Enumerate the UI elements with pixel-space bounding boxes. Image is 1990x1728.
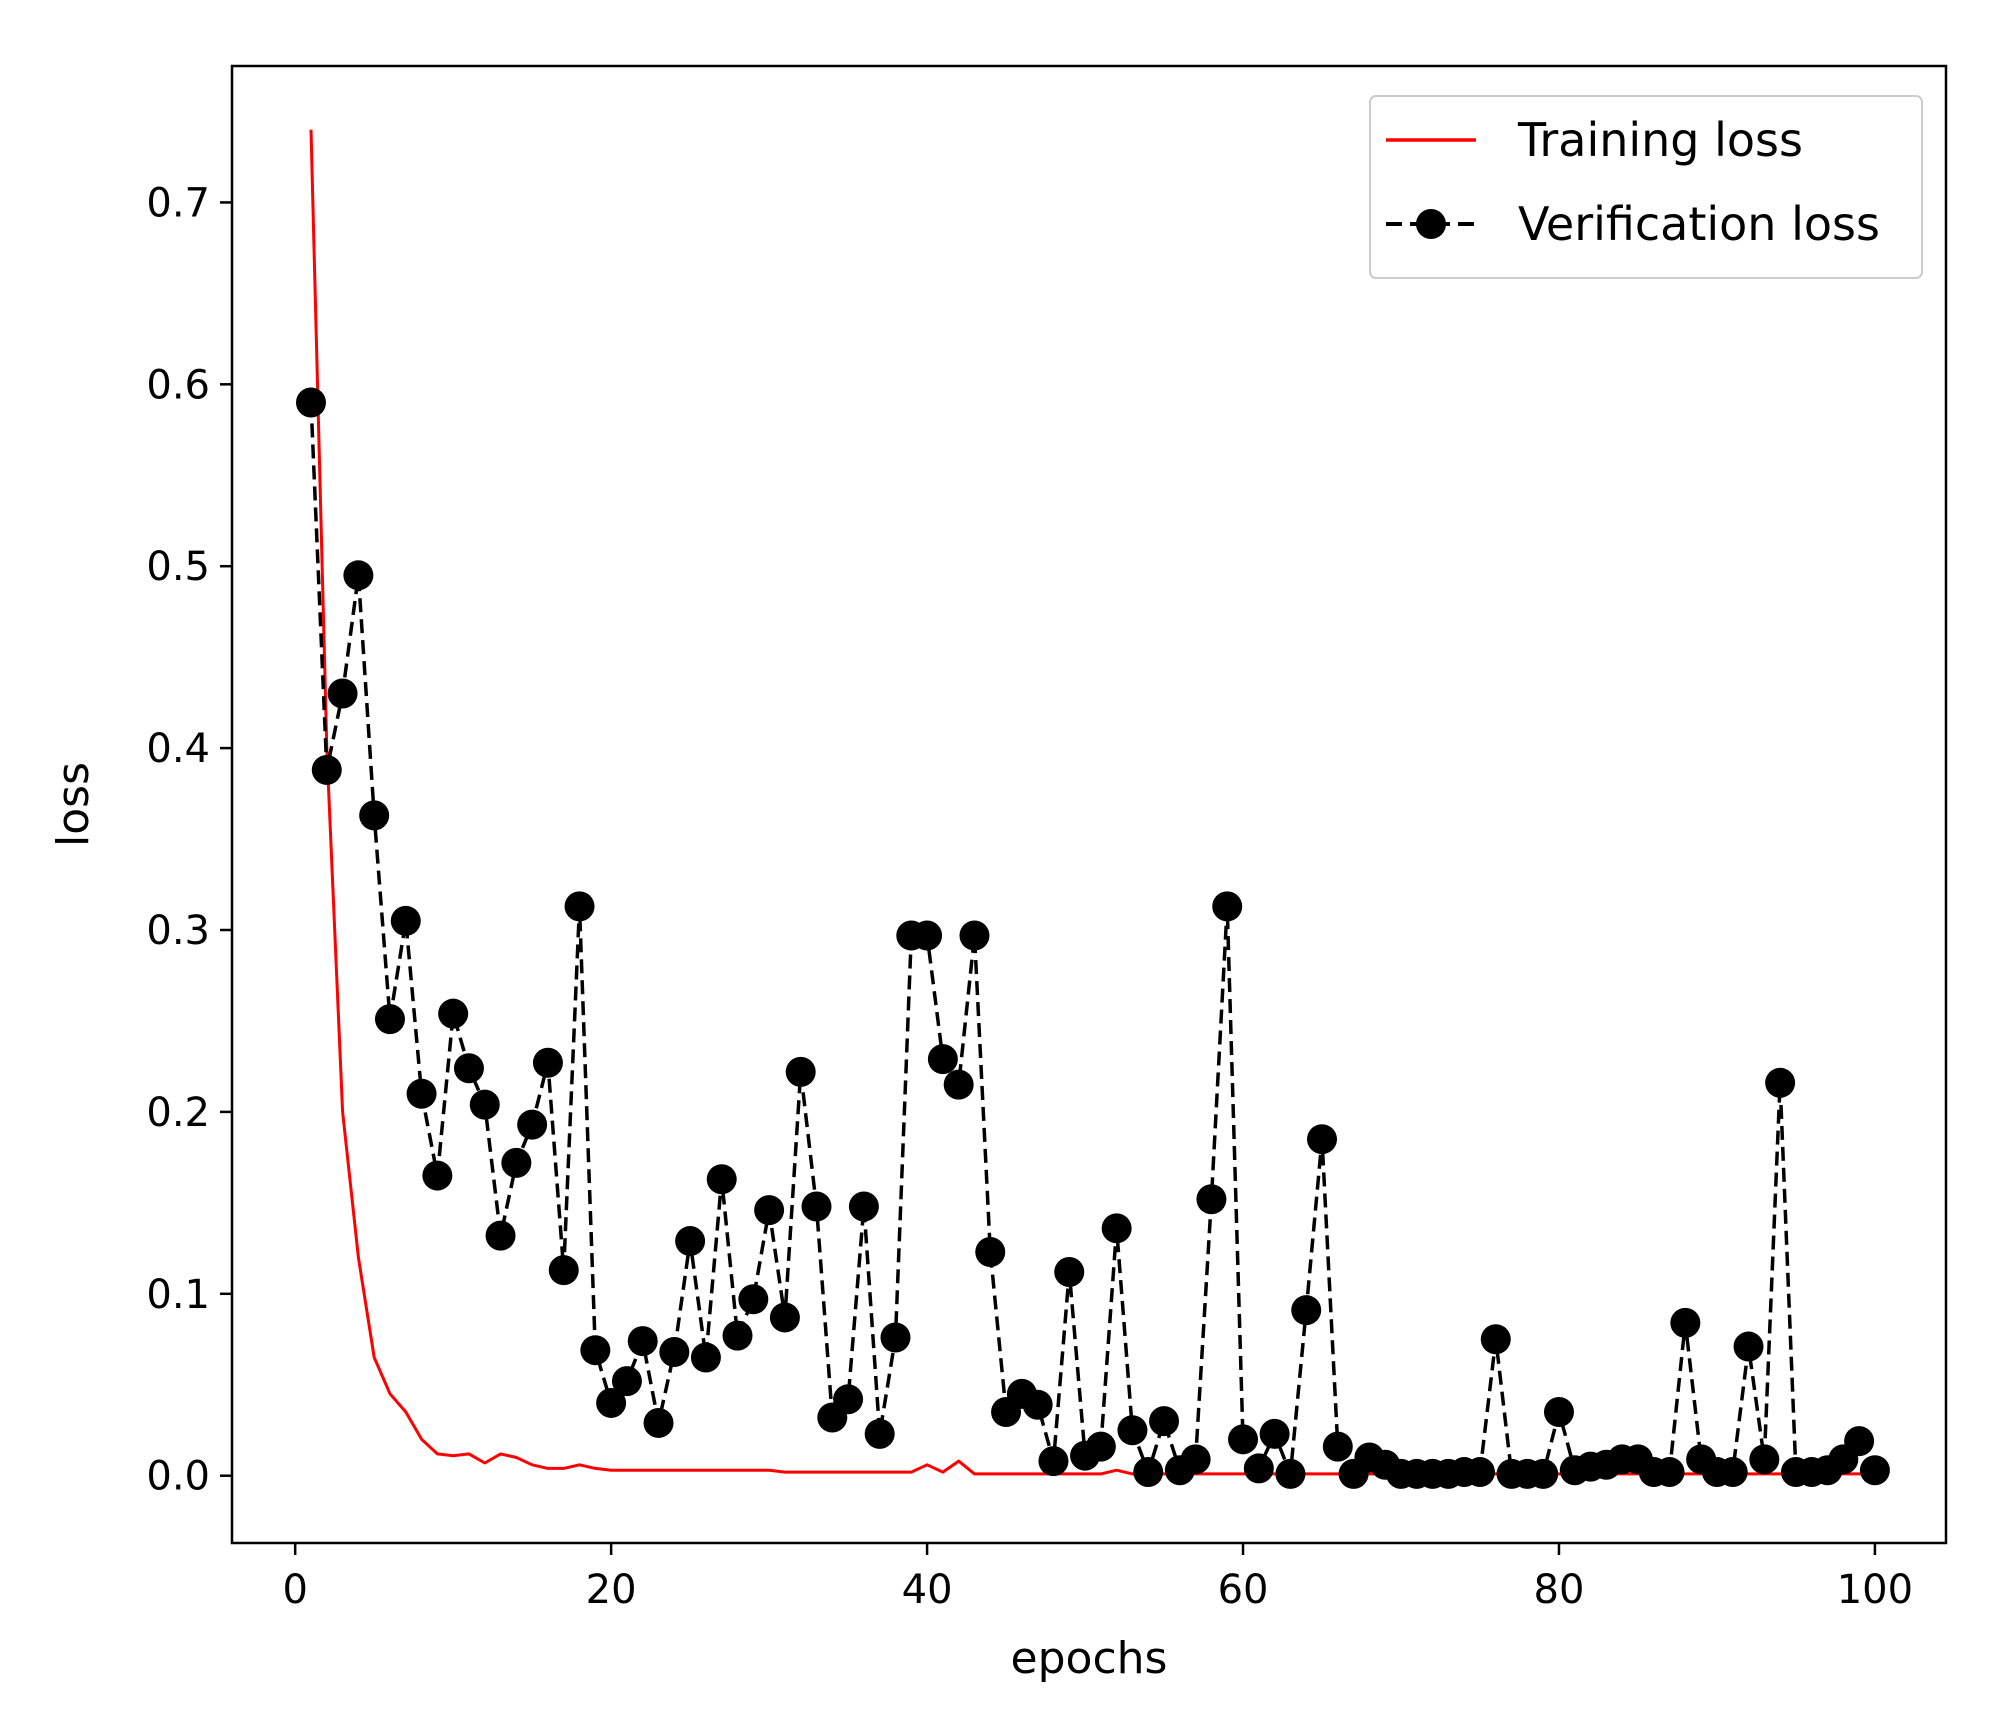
data-point-verification-loss (406, 1078, 437, 1109)
data-point-verification-loss (1670, 1307, 1701, 1338)
data-point-verification-loss (864, 1418, 895, 1449)
data-point-verification-loss (580, 1335, 611, 1366)
data-point-verification-loss (1717, 1457, 1748, 1488)
data-point-verification-loss (1133, 1457, 1164, 1488)
data-point-verification-loss (311, 754, 342, 785)
data-point-verification-loss (1054, 1256, 1085, 1287)
x-axis-title: epochs (1011, 1633, 1168, 1684)
data-point-verification-loss (564, 891, 595, 922)
y-tick-label: 0.5 (146, 544, 210, 590)
data-point-verification-loss (1196, 1184, 1227, 1215)
data-point-verification-loss (532, 1047, 563, 1078)
x-tick-label: 40 (902, 1567, 953, 1613)
data-point-verification-loss (1528, 1458, 1559, 1489)
y-tick-label: 0.7 (146, 180, 210, 226)
data-point-verification-loss (880, 1322, 911, 1353)
data-point-verification-loss (1022, 1389, 1053, 1420)
data-point-verification-loss (722, 1320, 753, 1351)
data-point-verification-loss (801, 1191, 832, 1222)
data-point-verification-loss (1275, 1458, 1306, 1489)
plot-frame (230, 64, 1948, 1545)
data-point-verification-loss (1307, 1124, 1338, 1155)
y-axis-title: loss (48, 762, 99, 847)
legend: Training loss Verification loss (1369, 95, 1923, 279)
data-point-verification-loss (1149, 1406, 1180, 1437)
y-tick-label: 0.1 (146, 1272, 210, 1318)
y-tick-label: 0.6 (146, 362, 210, 408)
data-point-verification-loss (390, 905, 421, 936)
y-tick-label: 0.3 (146, 908, 210, 954)
data-point-verification-loss (959, 920, 990, 951)
data-point-verification-loss (690, 1342, 721, 1373)
y-axis-ticks: 0.0 0.1 0.2 0.3 0.4 0.5 0.6 0.7 (146, 180, 232, 1500)
data-point-verification-loss (611, 1366, 642, 1397)
data-point-verification-loss (785, 1056, 816, 1087)
data-point-verification-loss (1859, 1455, 1890, 1486)
data-point-verification-loss (327, 678, 358, 709)
data-point-verification-loss (833, 1384, 864, 1415)
data-point-verification-loss (1480, 1324, 1511, 1355)
legend-box (1369, 95, 1923, 279)
data-point-verification-loss (1844, 1426, 1875, 1457)
data-point-verification-loss (975, 1236, 1006, 1267)
y-tick-label: 0.4 (146, 726, 210, 772)
data-point-verification-loss (912, 920, 943, 951)
data-point-verification-loss (1228, 1424, 1259, 1455)
data-point-verification-loss (1038, 1446, 1069, 1477)
data-point-verification-loss (359, 800, 390, 831)
data-point-verification-loss (1464, 1457, 1495, 1488)
data-point-verification-loss (738, 1284, 769, 1315)
x-tick-label: 0 (282, 1567, 307, 1613)
data-point-verification-loss (627, 1326, 658, 1357)
data-point-verification-loss (469, 1089, 500, 1120)
legend-label-verification-loss: Verification loss (1518, 197, 1880, 251)
data-point-verification-loss (438, 998, 469, 1029)
data-point-verification-loss (706, 1164, 737, 1195)
x-tick-label: 20 (586, 1567, 637, 1613)
data-point-verification-loss (1085, 1431, 1116, 1462)
x-tick-label: 60 (1218, 1567, 1269, 1613)
data-point-verification-loss (374, 1004, 405, 1035)
data-point-verification-loss (343, 560, 374, 591)
data-point-verification-loss (1654, 1457, 1685, 1488)
data-point-verification-loss (295, 387, 326, 418)
y-tick-label: 0.0 (146, 1454, 210, 1500)
x-axis-ticks: 0 20 40 60 80 100 (282, 1543, 1913, 1613)
data-point-verification-loss (1733, 1331, 1764, 1362)
data-point-verification-loss (1765, 1067, 1796, 1098)
series-layer (295, 129, 1890, 1489)
data-point-verification-loss (1117, 1415, 1148, 1446)
data-point-verification-loss (485, 1220, 516, 1251)
data-point-verification-loss (927, 1044, 958, 1075)
data-point-verification-loss (422, 1160, 453, 1191)
data-point-verification-loss (517, 1109, 548, 1140)
data-point-verification-loss (659, 1337, 690, 1368)
data-point-verification-loss (1180, 1444, 1211, 1475)
x-tick-label: 100 (1837, 1567, 1913, 1613)
data-point-verification-loss (1101, 1213, 1132, 1244)
data-point-verification-loss (1749, 1444, 1780, 1475)
legend-label-training-loss: Training loss (1517, 113, 1803, 167)
y-tick-label: 0.2 (146, 1090, 210, 1136)
data-point-verification-loss (453, 1053, 484, 1084)
legend-marker-verification-loss (1416, 209, 1446, 239)
data-point-verification-loss (643, 1407, 674, 1438)
data-point-verification-loss (675, 1226, 706, 1257)
data-point-verification-loss (501, 1147, 532, 1178)
data-point-verification-loss (754, 1195, 785, 1226)
data-point-verification-loss (1543, 1397, 1574, 1428)
x-tick-label: 80 (1534, 1567, 1585, 1613)
data-point-verification-loss (1259, 1418, 1290, 1449)
data-point-verification-loss (596, 1387, 627, 1418)
data-point-verification-loss (1291, 1295, 1322, 1326)
data-point-verification-loss (943, 1069, 974, 1100)
data-point-verification-loss (848, 1191, 879, 1222)
data-point-verification-loss (548, 1255, 579, 1286)
data-point-verification-loss (769, 1302, 800, 1333)
data-point-verification-loss (1322, 1431, 1353, 1462)
data-point-verification-loss (1212, 891, 1243, 922)
data-point-verification-loss (1243, 1453, 1274, 1484)
